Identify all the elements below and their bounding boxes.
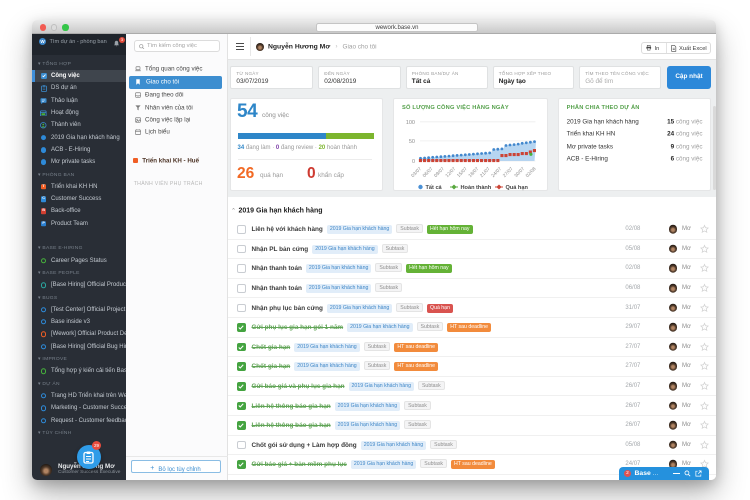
svg-text:27/07: 27/07 <box>502 166 515 179</box>
svg-text:Quá hạn: Quá hạn <box>506 185 529 191</box>
svg-text:15/07: 15/07 <box>456 166 469 179</box>
svg-text:06/07: 06/07 <box>422 166 435 179</box>
svg-text:100: 100 <box>406 120 415 126</box>
svg-text:30/07: 30/07 <box>513 166 526 179</box>
svg-text:21/07: 21/07 <box>479 166 492 179</box>
svg-text:12/07: 12/07 <box>444 166 457 179</box>
svg-text:50: 50 <box>409 139 415 145</box>
svg-text:0: 0 <box>412 159 415 165</box>
svg-text:Tất cả: Tất cả <box>426 184 443 191</box>
svg-text:18/07: 18/07 <box>467 166 480 179</box>
svg-text:09/07: 09/07 <box>433 166 446 179</box>
svg-text:02/08: 02/08 <box>525 166 538 179</box>
svg-text:24/07: 24/07 <box>490 166 503 179</box>
svg-text:Hoàn thành: Hoàn thành <box>461 185 492 191</box>
svg-text:03/07: 03/07 <box>410 166 423 179</box>
